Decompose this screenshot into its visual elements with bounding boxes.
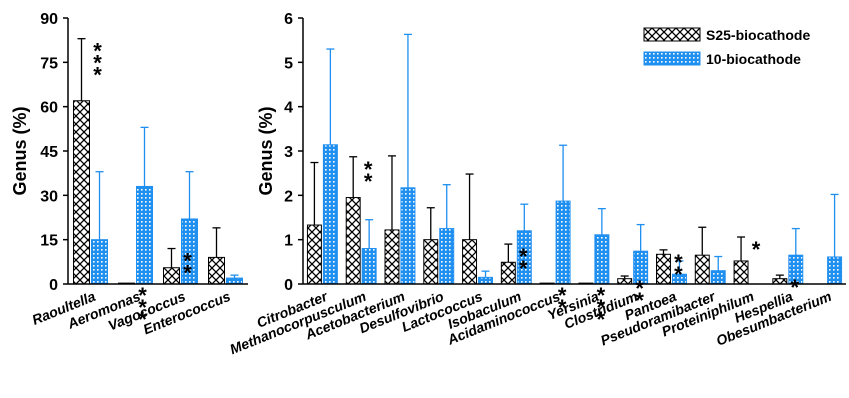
left-bar-s25 [208, 256, 225, 285]
right-bar-s25 [384, 229, 400, 285]
left-significance-marker: * [93, 63, 102, 88]
left-significance-marker: * [138, 307, 147, 332]
right-bar-s25 [656, 253, 671, 285]
left-significance-marker: * [93, 51, 102, 76]
right-bar-bio10 [400, 187, 416, 285]
left-significance-marker: * [138, 295, 147, 320]
right-y-tick-label: 6 [284, 11, 293, 28]
legend: S25-biocathode 10-biocathode [643, 27, 810, 67]
left-y-tick-label: 45 [40, 144, 58, 161]
right-category-labels: CitrobacterMethanocorpusculumAcetobacter… [227, 287, 833, 357]
left-bar-bio10 [226, 277, 243, 285]
right-y-tick-label: 4 [284, 100, 293, 117]
right-bar-s25 [617, 278, 633, 285]
right-significance-marker: * [519, 244, 528, 269]
left-category-labels: RaoultellaAeromonasVagococcusEnterococcu… [30, 288, 233, 338]
right-significance-marker: * [597, 307, 606, 332]
right-bar-s25 [733, 260, 749, 285]
right-bar-bio10 [555, 200, 571, 285]
right-significance-marker: * [635, 276, 644, 301]
left-bar-bio10 [136, 185, 153, 285]
left-y-tick-label: 15 [40, 233, 58, 250]
right-y-tick-label: 2 [284, 188, 293, 205]
left-bars: ******** [73, 38, 243, 332]
right-significance-marker: * [597, 283, 606, 308]
right-bar-s25 [423, 239, 439, 285]
right-bar-s25 [694, 254, 710, 285]
legend-label-10: 10-biocathode [706, 51, 801, 67]
right-significance-marker: * [674, 262, 683, 287]
right-bar-bio10 [710, 270, 726, 285]
right-significance-marker: * [519, 256, 528, 281]
right-bar-s25 [500, 261, 516, 285]
right-y-axis-label: Genus (%) [256, 106, 276, 195]
left-significance-marker: * [183, 261, 192, 286]
legend-label-s25: S25-biocathode [706, 27, 810, 43]
right-bar-s25 [306, 224, 322, 285]
left-bar-bio10 [91, 239, 108, 285]
left-y-tick-label: 90 [40, 11, 58, 28]
left-bar-s25 [73, 100, 90, 285]
right-significance-marker: * [674, 250, 683, 275]
right-bars: ****** ********* [306, 33, 843, 332]
right-bar-bio10 [478, 276, 493, 285]
right-bar-bio10 [439, 228, 455, 285]
right-significance-marker: * [364, 157, 373, 182]
right-y-ticks: 0 1 2 3 4 5 6 [284, 11, 303, 294]
left-significance-marker: * [138, 283, 147, 308]
right-bar-bio10 [322, 144, 338, 285]
left-y-axis-label: Genus (%) [10, 106, 30, 195]
right-significance-marker: * [635, 288, 644, 313]
right-bar-bio10 [361, 248, 377, 285]
right-y-tick-label: 3 [284, 144, 293, 161]
right-bar-s25 [462, 239, 478, 285]
left-y-ticks: 0 15 30 45 60 75 90 [40, 11, 68, 294]
right-significance-marker: * [558, 283, 567, 308]
left-y-tick-label: 30 [40, 188, 58, 205]
right-bar-bio10 [594, 234, 610, 285]
right-bar-s25 [772, 278, 788, 285]
right-bar-s25 [345, 197, 361, 285]
legend-swatch-s25 [643, 27, 701, 42]
left-y-tick-label: 75 [40, 55, 58, 72]
left-significance-marker: * [183, 249, 192, 274]
right-significance-marker: * [791, 275, 800, 300]
right-significance-marker: * [597, 295, 606, 320]
left-y-tick-label: 0 [49, 277, 58, 294]
right-significance-marker: * [752, 237, 761, 262]
right-significance-marker: * [364, 169, 373, 194]
right-y-tick-label: 1 [284, 233, 293, 250]
left-bar-s25 [163, 267, 180, 285]
right-y-tick-label: 0 [284, 277, 293, 294]
left-y-tick-label: 60 [40, 100, 58, 117]
right-significance-marker: * [558, 295, 567, 320]
right-bar-bio10 [827, 256, 843, 285]
legend-swatch-10 [643, 51, 701, 66]
right-y-tick-label: 5 [284, 55, 293, 72]
left-significance-marker: * [93, 39, 102, 64]
